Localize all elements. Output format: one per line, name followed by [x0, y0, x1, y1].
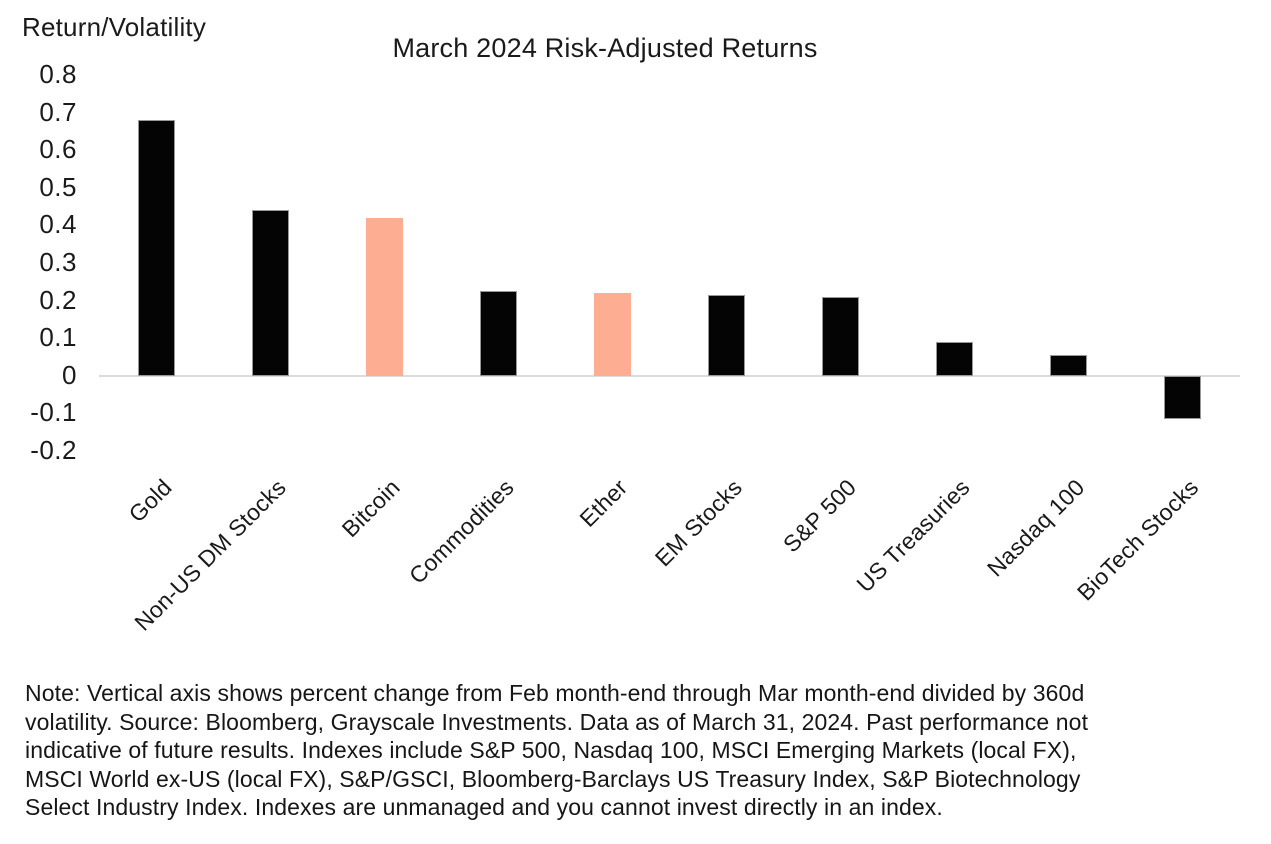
y-tick-0p1: 0.1 — [39, 322, 77, 353]
bar-biotech-stocks — [1164, 375, 1202, 420]
y-axis-title: Return/Volatility — [22, 12, 207, 42]
y-tick-0p5: 0.5 — [39, 171, 77, 202]
footnote: Note: Vertical axis shows percent change… — [25, 680, 1089, 820]
x-label-s-p-500: S&P 500 — [777, 474, 862, 558]
y-tick-0: 0 — [62, 359, 77, 390]
bar-em-stocks — [708, 294, 746, 376]
bar-non-us-dm-stocks — [251, 210, 289, 376]
x-label-nasdaq-100: Nasdaq 100 — [981, 474, 1090, 582]
x-label-em-stocks: EM Stocks — [649, 474, 747, 572]
y-axis-ticks: 0.8 0.7 0.6 0.5 0.4 0.3 0.2 0.1 0 -0.1 -0.2 — [0, 0, 77, 480]
zero-axis-line — [99, 375, 1240, 377]
x-label-commodities: Commodities — [403, 474, 519, 589]
bar-bitcoin — [365, 217, 403, 376]
bar-ether — [593, 293, 631, 376]
x-label-bitcoin: Bitcoin — [336, 474, 405, 543]
plot-area — [99, 75, 1240, 451]
y-tick-0p3: 0.3 — [39, 246, 77, 277]
bar-commodities — [479, 291, 517, 376]
chart-title: March 2024 Risk-Adjusted Returns — [392, 33, 818, 63]
x-label-us-treasuries: US Treasuries — [851, 474, 976, 598]
x-label-gold: Gold — [123, 474, 177, 528]
y-tick-0p6: 0.6 — [39, 134, 77, 165]
y-tick-0p8: 0.8 — [39, 58, 77, 89]
y-tick-0p4: 0.4 — [39, 209, 77, 240]
y-tick-neg0p2: -0.2 — [30, 434, 77, 465]
bar-gold — [137, 120, 175, 376]
y-tick-0p7: 0.7 — [39, 96, 77, 127]
x-axis-labels: Gold Non-US DM Stocks Bitcoin Commodities Et… — [123, 474, 1204, 636]
x-label-ether: Ether — [574, 474, 633, 532]
bar-us-treasuries — [936, 341, 974, 376]
x-label-biotech-stocks: BioTech Stocks — [1071, 474, 1204, 606]
bar-s-p-500 — [822, 296, 860, 376]
bar-nasdaq-100 — [1050, 355, 1088, 376]
y-tick-neg0p1: -0.1 — [30, 397, 77, 428]
y-tick-0p2: 0.2 — [39, 284, 77, 315]
